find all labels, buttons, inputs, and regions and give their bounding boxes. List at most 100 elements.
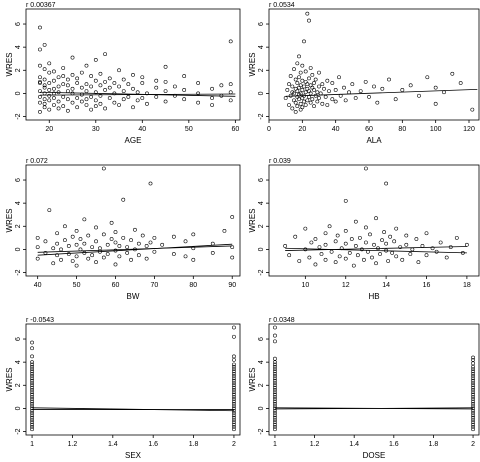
data-point xyxy=(38,110,42,114)
data-point xyxy=(273,367,277,371)
data-point xyxy=(323,94,328,99)
data-point xyxy=(30,371,34,376)
x-tick-label: 2 xyxy=(471,441,475,448)
data-point xyxy=(273,397,277,402)
data-point xyxy=(52,78,56,83)
data-point xyxy=(471,392,475,397)
data-point xyxy=(315,90,320,95)
data-point xyxy=(450,71,455,76)
data-point xyxy=(273,333,277,338)
plot-frame xyxy=(268,323,480,436)
data-point xyxy=(303,90,308,95)
data-point xyxy=(325,78,330,83)
data-point xyxy=(471,364,475,369)
data-point xyxy=(312,81,316,85)
data-point xyxy=(232,392,236,397)
data-point xyxy=(210,86,214,91)
data-point xyxy=(144,244,149,248)
data-point xyxy=(74,242,79,247)
data-point xyxy=(38,81,42,85)
data-point xyxy=(471,388,475,392)
data-point xyxy=(302,39,306,44)
data-point xyxy=(30,404,34,408)
x-tick-label: 1.2 xyxy=(68,441,78,448)
data-point xyxy=(121,197,126,202)
data-point xyxy=(471,397,475,402)
data-point xyxy=(297,259,302,263)
data-point xyxy=(191,232,196,237)
data-point xyxy=(293,100,298,105)
data-point xyxy=(136,253,141,258)
data-point xyxy=(98,246,102,251)
data-point xyxy=(471,361,475,366)
data-point xyxy=(353,219,358,224)
data-point xyxy=(273,399,277,404)
data-point xyxy=(196,81,201,85)
data-point xyxy=(148,181,153,186)
data-point xyxy=(458,81,463,85)
data-point xyxy=(228,39,233,44)
trend-line xyxy=(37,243,233,256)
data-point xyxy=(98,71,103,76)
data-point xyxy=(222,229,227,233)
data-point xyxy=(84,103,89,107)
data-point xyxy=(438,240,443,245)
data-point xyxy=(273,415,277,420)
data-point xyxy=(133,227,137,232)
data-point xyxy=(152,249,157,254)
data-point xyxy=(307,255,312,260)
data-point xyxy=(61,104,66,109)
data-point xyxy=(210,103,214,107)
data-point xyxy=(30,394,34,399)
data-point xyxy=(145,101,149,106)
data-point xyxy=(103,52,107,56)
correlation-label: r 0.039 xyxy=(269,158,291,165)
x-tick-label: 60 xyxy=(112,282,120,289)
data-point xyxy=(109,220,114,225)
data-point xyxy=(30,425,34,429)
data-point xyxy=(232,404,236,408)
data-point xyxy=(464,242,469,247)
data-point xyxy=(35,235,40,240)
data-point xyxy=(117,244,122,248)
data-point xyxy=(322,86,326,91)
y-tick-label: -2 xyxy=(258,113,265,119)
data-point xyxy=(313,77,318,82)
y-tick-label: 4 xyxy=(258,45,265,49)
data-point xyxy=(317,70,321,75)
data-point xyxy=(471,399,475,404)
data-point xyxy=(329,249,334,254)
data-point xyxy=(52,69,56,74)
data-point xyxy=(107,85,112,90)
trend-line xyxy=(285,88,478,97)
data-point xyxy=(305,82,310,87)
data-point xyxy=(387,77,391,82)
data-point xyxy=(295,81,300,85)
data-point xyxy=(232,422,236,427)
data-point xyxy=(148,240,153,245)
data-point xyxy=(125,245,130,249)
data-point xyxy=(471,369,475,374)
data-point xyxy=(317,245,322,249)
data-point xyxy=(70,73,75,77)
x-tick-label: 1 xyxy=(273,441,277,448)
data-point xyxy=(292,67,296,72)
y-tick-label: 4 xyxy=(15,45,22,49)
data-point xyxy=(38,25,42,30)
data-point xyxy=(471,374,475,378)
y-tick-label: -2 xyxy=(258,428,265,434)
data-point xyxy=(317,96,321,100)
data-point xyxy=(228,98,233,103)
data-point xyxy=(374,261,378,266)
data-point xyxy=(121,89,126,93)
data-point xyxy=(42,77,47,82)
data-point xyxy=(232,371,236,376)
data-point xyxy=(65,83,70,88)
correlation-label: r 0.0534 xyxy=(269,2,295,9)
data-point xyxy=(295,61,300,66)
data-point xyxy=(84,82,89,87)
data-point xyxy=(320,82,325,87)
x-tick-label: 0 xyxy=(267,126,271,133)
data-point xyxy=(38,79,42,84)
data-point xyxy=(351,263,356,268)
